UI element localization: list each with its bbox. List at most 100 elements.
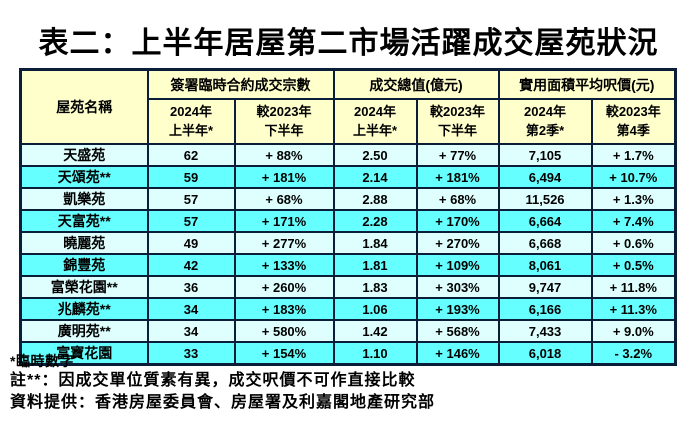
estate-name-cell: 天盛苑 xyxy=(19,143,149,167)
data-cell: + 303% xyxy=(415,275,500,299)
data-cell: 1.10 xyxy=(332,341,418,366)
header-group-row: 屋苑名稱 簽署臨時合約成交宗數 成交總值(億元) 實用面積平均呎價(元) xyxy=(19,68,677,145)
subheader-line: 2024年 xyxy=(354,103,396,119)
data-cell: + 170% xyxy=(415,209,500,233)
table-row: 兆麟苑** 34 + 183% 1.06 + 193% 6,166 + 11.3… xyxy=(19,297,677,321)
table-row: 凱樂苑 57 + 68% 2.88 + 68% 11,526 + 1.3% xyxy=(19,187,677,211)
data-cell: 7,433 xyxy=(497,319,593,343)
estate-name-cell: 天頌苑** xyxy=(19,165,149,189)
data-cell: 33 xyxy=(146,341,236,366)
data-cell: 1.83 xyxy=(332,275,418,299)
footnote-provisional-figures: *臨時數字 xyxy=(10,353,74,369)
data-cell: 2.14 xyxy=(332,165,418,189)
data-cell: + 193% xyxy=(415,297,500,321)
data-cell: 62 xyxy=(146,143,236,167)
data-cell: + 270% xyxy=(415,231,500,255)
data-cell: 57 xyxy=(146,209,236,233)
data-cell: 1.84 xyxy=(332,231,418,255)
subheader-line: 較2023年 xyxy=(256,103,312,119)
data-cell: + 277% xyxy=(233,231,335,255)
data-cell: + 11.3% xyxy=(590,297,677,321)
data-cell: 34 xyxy=(146,297,236,321)
subheader-line: 第4季 xyxy=(616,122,650,138)
subheader-line: 較2023年 xyxy=(605,103,661,119)
data-cell: + 183% xyxy=(233,297,335,321)
table-row: 廣明苑** 34 + 580% 1.42 + 568% 7,433 + 9.0% xyxy=(19,319,677,343)
data-cell: + 1.3% xyxy=(590,187,677,211)
column-group-deal-count: 簽署臨時合約成交宗數 xyxy=(146,68,335,100)
page-title: 表二：上半年居屋第二市場活躍成交屋苑狀況 xyxy=(38,26,659,61)
data-cell: 42 xyxy=(146,253,236,277)
subcolumn-value-vs-2023h2: 較2023年 下半年 xyxy=(415,98,500,145)
data-cell: + 0.6% xyxy=(590,231,677,255)
data-cell: + 77% xyxy=(415,143,500,167)
subheader-line: 下半年 xyxy=(438,122,478,138)
column-group-avg-psf-price: 實用面積平均呎價(元) xyxy=(497,68,677,100)
subheader-line: 2024年 xyxy=(170,103,212,119)
subheader-line: 2024年 xyxy=(524,103,566,119)
data-cell: + 154% xyxy=(233,341,335,366)
estates-table-container: 屋苑名稱 簽署臨時合約成交宗數 成交總值(億元) 實用面積平均呎價(元) 202… xyxy=(19,68,678,366)
subheader-line: 較2023年 xyxy=(430,103,485,119)
data-cell: + 568% xyxy=(415,319,500,343)
data-cell: 1.81 xyxy=(332,253,418,277)
estates-table: 屋苑名稱 簽署臨時合約成交宗數 成交總值(億元) 實用面積平均呎價(元) 202… xyxy=(19,68,678,366)
estate-name-cell: 富寶花園 xyxy=(19,341,149,366)
footnote-note: 註**：因成交單位質素有異，成交呎價不可作直接比較 xyxy=(10,372,416,389)
data-cell: 59 xyxy=(146,165,236,189)
data-cell: + 0.5% xyxy=(590,253,677,277)
data-cell: 36 xyxy=(146,275,236,299)
column-header-estate-name: 屋苑名稱 xyxy=(19,68,149,145)
footnote-source: 資料提供：香港房屋委員會、房屋署及利嘉閣地產研究部 xyxy=(10,394,436,411)
data-cell: 49 xyxy=(146,231,236,255)
data-cell: + 68% xyxy=(415,187,500,211)
data-cell: 2.28 xyxy=(332,209,418,233)
data-cell: + 133% xyxy=(233,253,335,277)
data-cell: + 580% xyxy=(233,319,335,343)
data-cell: 6,018 xyxy=(497,341,593,366)
data-cell: 6,668 xyxy=(497,231,593,255)
data-cell: + 109% xyxy=(415,253,500,277)
data-cell: 6,166 xyxy=(497,297,593,321)
data-cell: + 9.0% xyxy=(590,319,677,343)
footnotes: *臨時數字 註**：因成交單位質素有異，成交呎價不可作直接比較 資料提供：香港房… xyxy=(10,352,435,414)
column-group-total-value: 成交總值(億元) xyxy=(332,68,500,100)
header-sub-row: 2024年 上半年* 較2023年 下半年 2024年 上半年* 較2023年 … xyxy=(21,98,677,145)
subheader-line: 上半年* xyxy=(168,122,214,138)
subcolumn-value-2024h1: 2024年 上半年* xyxy=(332,98,418,145)
estate-name-cell: 曉麗苑 xyxy=(19,231,149,255)
data-cell: 1.42 xyxy=(332,319,418,343)
subheader-line: 下半年 xyxy=(264,122,304,138)
estate-name-cell: 天富苑** xyxy=(19,209,149,233)
data-cell: + 181% xyxy=(233,165,335,189)
estate-name-cell: 廣明苑** xyxy=(19,319,149,343)
table-row: 天頌苑** 59 + 181% 2.14 + 181% 6,494 + 10.7… xyxy=(19,165,677,189)
data-cell: + 171% xyxy=(233,209,335,233)
subheader-line: 上半年* xyxy=(352,122,398,138)
data-cell: + 68% xyxy=(233,187,335,211)
subcolumn-deals-vs-2023h2: 較2023年 下半年 xyxy=(233,98,335,145)
table-row: 富寶花園 33 + 154% 1.10 + 146% 6,018 - 3.2% xyxy=(19,341,677,366)
data-cell: 2.50 xyxy=(332,143,418,167)
estate-name-cell: 凱樂苑 xyxy=(19,187,149,211)
data-cell: 8,061 xyxy=(497,253,593,277)
data-cell: + 7.4% xyxy=(590,209,677,233)
subcolumn-psf-2024q2: 2024年 第2季* xyxy=(497,98,593,145)
data-cell: 34 xyxy=(146,319,236,343)
data-cell: - 3.2% xyxy=(590,341,677,366)
estate-name-cell: 富榮花園** xyxy=(19,275,149,299)
data-cell: 11,526 xyxy=(497,187,593,211)
table-row: 富榮花園** 36 + 260% 1.83 + 303% 9,747 + 11.… xyxy=(19,275,677,299)
data-cell: + 146% xyxy=(415,341,500,366)
data-cell: 1.06 xyxy=(332,297,418,321)
data-cell: 6,664 xyxy=(497,209,593,233)
data-cell: + 11.8% xyxy=(590,275,677,299)
table-row: 天富苑** 57 + 171% 2.28 + 170% 6,664 + 7.4% xyxy=(19,209,677,233)
table-row: 天盛苑 62 + 88% 2.50 + 77% 7,105 + 1.7% xyxy=(19,143,677,167)
data-cell: 7,105 xyxy=(497,143,593,167)
data-cell: + 181% xyxy=(415,165,500,189)
data-cell: 57 xyxy=(146,187,236,211)
table-row: 錦豐苑 42 + 133% 1.81 + 109% 8,061 + 0.5% xyxy=(19,253,677,277)
data-cell: + 1.7% xyxy=(590,143,677,167)
table-body: 天盛苑 62 + 88% 2.50 + 77% 7,105 + 1.7% 天頌苑… xyxy=(19,143,677,366)
